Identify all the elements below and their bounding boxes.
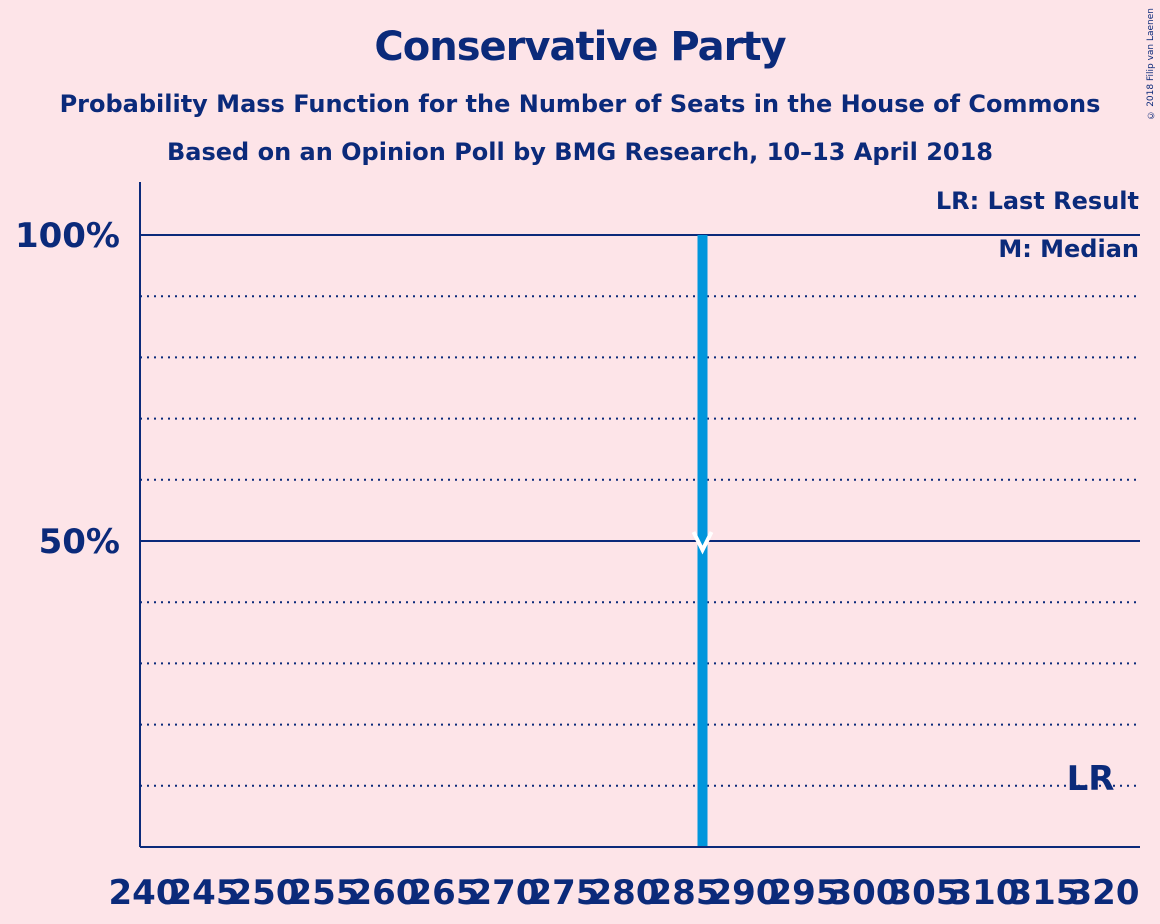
last-result-marker: LR [1067,759,1115,799]
x-tick-label: 290 [709,873,780,913]
x-tick-label: 305 [889,873,960,913]
x-tick-label: 260 [349,873,420,913]
x-tick-label: 300 [829,873,900,913]
x-tick-labels: 2402452502552602652702752802852902953003… [109,873,1140,913]
x-tick-label: 265 [409,873,480,913]
major-gridlines [140,234,1140,542]
x-tick-label: 285 [649,873,720,913]
x-tick-label: 310 [949,873,1020,913]
y-tick-label: 50% [39,522,120,562]
chart-source: Based on an Opinion Poll by BMG Research… [167,138,993,166]
x-tick-label: 315 [1009,873,1080,913]
x-tick-label: 255 [289,873,360,913]
chart-subtitle: Probability Mass Function for the Number… [59,90,1101,118]
gridlines [140,295,1140,787]
x-tick-label: 295 [769,873,840,913]
x-tick-label: 280 [589,873,660,913]
x-tick-label: 245 [169,873,240,913]
legend-median: M: Median [998,235,1139,263]
legend-last-result: LR: Last Result [936,187,1139,215]
x-tick-label: 250 [229,873,300,913]
y-tick-labels: 50% 100% [15,216,120,562]
y-tick-label: 100% [15,216,120,256]
bar [697,235,708,847]
x-tick-label: 270 [469,873,540,913]
bars [691,235,714,847]
axes [139,182,1140,848]
x-tick-label: 275 [529,873,600,913]
chart-title: Conservative Party [374,24,786,70]
x-tick-label: 240 [109,873,180,913]
x-tick-label: 320 [1069,873,1140,913]
median-marker [691,531,714,555]
